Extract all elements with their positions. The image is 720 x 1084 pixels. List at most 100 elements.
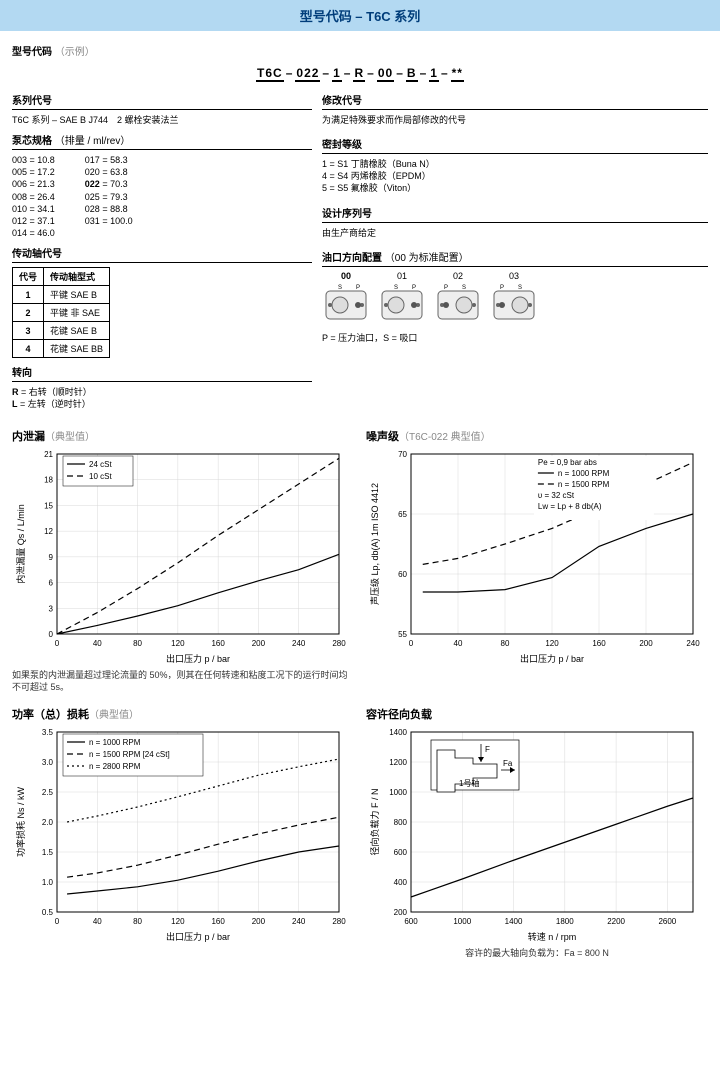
- model-code-segment: **: [451, 66, 464, 82]
- shaft-cell: 2: [13, 304, 44, 322]
- model-code-segment: 1: [332, 66, 342, 82]
- svg-text:1400: 1400: [505, 917, 523, 926]
- displacement-item: 003 = 10.8: [12, 154, 55, 166]
- svg-text:S: S: [462, 285, 466, 291]
- port-option-label: 02: [434, 271, 482, 281]
- displacement-sub: （排量 / ml/rev）: [55, 136, 131, 147]
- chart2-sub: （T6C-022 典型值）: [399, 432, 491, 443]
- right-column: 修改代号 为满足特殊要求而作局部修改的代号 密封等级 1 = S1 丁腈橡胶（B…: [322, 86, 708, 410]
- svg-text:0: 0: [55, 917, 60, 926]
- svg-text:600: 600: [404, 917, 418, 926]
- model-code-segment: B: [406, 66, 418, 82]
- svg-text:400: 400: [394, 878, 408, 887]
- port-options: 00 P S 01 P S 02 P S 03: [322, 271, 708, 327]
- port-icon: P S: [490, 281, 538, 327]
- svg-text:10 cSt: 10 cSt: [89, 472, 112, 481]
- displacement-item: 017 = 58.3: [85, 154, 133, 166]
- displacement-item: 005 = 17.2: [12, 166, 55, 178]
- svg-text:40: 40: [454, 639, 463, 648]
- svg-text:40: 40: [93, 917, 102, 926]
- model-code-segment: R: [353, 66, 365, 82]
- series-line: T6C 系列 – SAE B J744 2 螺栓安装法兰: [12, 114, 312, 126]
- svg-text:120: 120: [545, 639, 559, 648]
- svg-text:3.0: 3.0: [42, 758, 54, 767]
- model-code-dash: –: [342, 66, 354, 80]
- displacement-item: 012 = 37.1: [12, 215, 55, 227]
- svg-text:n = 1500 RPM [24 cSt]: n = 1500 RPM [24 cSt]: [89, 750, 170, 759]
- svg-text:转速 n / rpm: 转速 n / rpm: [528, 931, 577, 942]
- revision-header: 修改代号: [322, 92, 708, 110]
- svg-text:P: P: [356, 285, 360, 291]
- chart1-sub: （典型值）: [45, 432, 95, 443]
- shaft-cell: 花键 SAE BB: [44, 340, 110, 358]
- svg-text:P: P: [444, 285, 448, 291]
- svg-text:40: 40: [93, 639, 102, 648]
- svg-text:n = 2800 RPM: n = 2800 RPM: [89, 762, 141, 771]
- displacement-item: 006 = 21.3: [12, 178, 55, 190]
- svg-text:0.5: 0.5: [42, 908, 54, 917]
- svg-text:n = 1500 RPM: n = 1500 RPM: [558, 480, 610, 489]
- port-option-label: 01: [378, 271, 426, 281]
- model-code-label-suffix: （示例）: [55, 47, 95, 58]
- rotation-line: R = 右转（顺时针）: [12, 386, 312, 398]
- svg-text:21: 21: [44, 450, 53, 459]
- shaft-cell: 平键 SAE B: [44, 286, 110, 304]
- svg-text:1.5: 1.5: [42, 848, 54, 857]
- chart-leakage: 内泄漏（典型值） 0408012016020024028003691215182…: [12, 428, 354, 693]
- port-header: 油口方向配置 （00 为标准配置）: [322, 249, 708, 267]
- svg-text:υ = 32 cSt: υ = 32 cSt: [538, 491, 575, 500]
- svg-text:240: 240: [292, 917, 306, 926]
- svg-text:120: 120: [171, 917, 185, 926]
- svg-text:Fa: Fa: [503, 759, 513, 768]
- svg-text:80: 80: [133, 917, 142, 926]
- svg-text:800: 800: [394, 818, 408, 827]
- svg-text:Pe = 0,9 bar abs: Pe = 0,9 bar abs: [538, 458, 597, 467]
- model-code-segment: 00: [377, 66, 394, 82]
- svg-text:200: 200: [394, 908, 408, 917]
- svg-text:600: 600: [394, 848, 408, 857]
- port-option: 00 P S: [322, 271, 370, 327]
- shaft-header: 传动轴代号: [12, 245, 312, 263]
- svg-text:280: 280: [332, 639, 346, 648]
- svg-text:200: 200: [252, 917, 266, 926]
- displacement-item: 022 = 70.3: [85, 178, 133, 190]
- svg-text:径向负载力 F / N: 径向负载力 F / N: [369, 788, 380, 855]
- displacement-item: 010 = 34.1: [12, 203, 55, 215]
- svg-text:S: S: [338, 285, 342, 291]
- svg-text:160: 160: [592, 639, 606, 648]
- svg-text:P: P: [412, 285, 416, 291]
- svg-text:80: 80: [501, 639, 510, 648]
- seal-line: 5 = S5 氟橡胶（Viton）: [322, 182, 708, 194]
- port-header-text: 油口方向配置: [322, 253, 382, 264]
- port-icon: P S: [378, 281, 426, 327]
- displacement-item: 020 = 63.8: [85, 166, 133, 178]
- svg-text:65: 65: [398, 510, 407, 519]
- design-header: 设计序列号: [322, 205, 708, 223]
- port-icon: P S: [434, 281, 482, 327]
- table-row: 4花键 SAE BB: [13, 340, 110, 358]
- svg-text:2.0: 2.0: [42, 818, 54, 827]
- chart4-svg: 6001000140018002200260020040060080010001…: [366, 724, 701, 944]
- svg-text:6: 6: [49, 579, 54, 588]
- chart-power: 功率（总）损耗（典型值） 040801201602002402800.51.01…: [12, 706, 354, 960]
- svg-text:80: 80: [133, 639, 142, 648]
- chart4-title: 容许径向负载: [366, 709, 432, 721]
- svg-text:15: 15: [44, 502, 53, 511]
- svg-text:出口压力 p / bar: 出口压力 p / bar: [166, 931, 230, 942]
- model-code-row: T6C–022–1–R–00–B–1–**: [12, 66, 708, 82]
- svg-text:2.5: 2.5: [42, 788, 54, 797]
- chart2-svg: 0408012016020024055606570出口压力 p / bar声压级…: [366, 446, 701, 666]
- displacement-item: 028 = 88.8: [85, 203, 133, 215]
- design-line: 由生产商给定: [322, 227, 708, 239]
- svg-text:3.5: 3.5: [42, 728, 54, 737]
- chart2-title: 噪声级: [366, 431, 399, 443]
- model-code-segment: T6C: [256, 66, 284, 82]
- model-code-dash: –: [284, 66, 296, 80]
- svg-text:n = 1000 RPM: n = 1000 RPM: [89, 738, 141, 747]
- chart1-title: 内泄漏: [12, 431, 45, 443]
- svg-text:3: 3: [49, 605, 54, 614]
- svg-text:声压级 Lp, db(A) 1m ISO 4412: 声压级 Lp, db(A) 1m ISO 4412: [369, 483, 380, 605]
- svg-text:内泄漏量 Qs / L/min: 内泄漏量 Qs / L/min: [15, 505, 26, 585]
- rotation-lines: R = 右转（顺时针）L = 左转（逆时针）: [12, 386, 312, 410]
- rotation-header: 转向: [12, 364, 312, 382]
